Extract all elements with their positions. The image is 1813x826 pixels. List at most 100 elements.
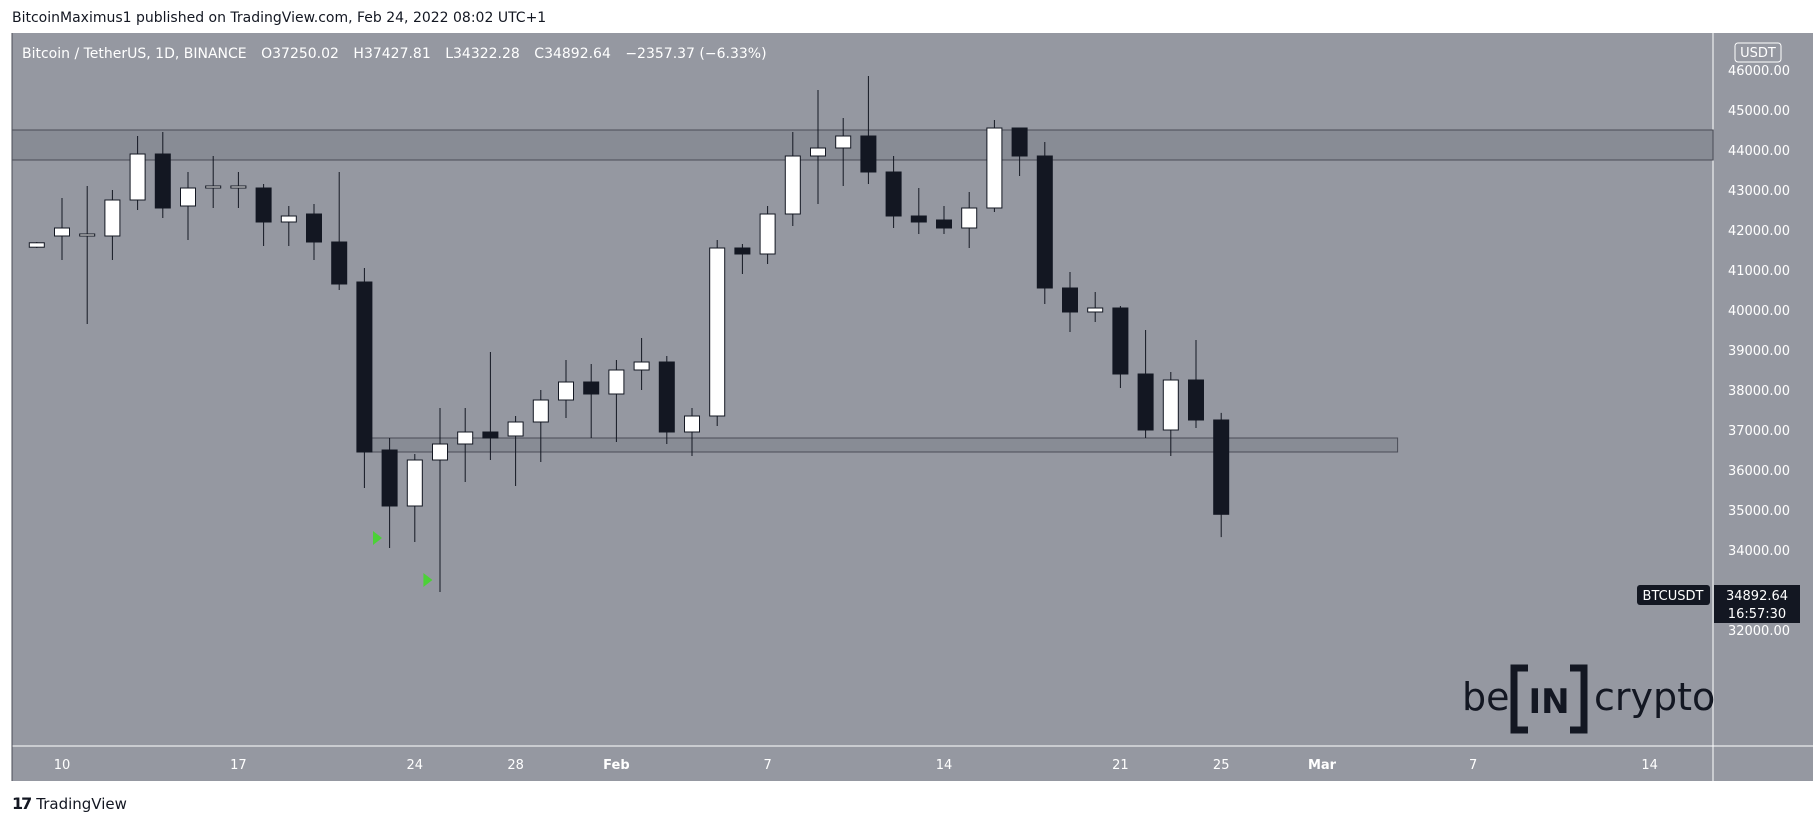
candle-body-bull xyxy=(406,459,423,507)
candle-body-bull xyxy=(1087,307,1104,313)
candle xyxy=(1162,372,1179,456)
watermark-crypto: crypto xyxy=(1594,675,1715,719)
time-tick-label: 21 xyxy=(1112,758,1129,773)
markers-layer xyxy=(373,531,433,587)
price-axis[interactable] xyxy=(1713,33,1813,746)
watermark-be: be xyxy=(1462,675,1510,719)
candle xyxy=(79,186,96,324)
candle-body-bull xyxy=(608,369,625,395)
footer: 17 TradingView xyxy=(12,794,127,813)
candle-body-bull xyxy=(280,215,297,223)
candle-body-bull xyxy=(532,399,549,423)
candle xyxy=(1213,412,1230,538)
candle-body-bear xyxy=(482,431,499,439)
candle-body-bear xyxy=(910,215,927,223)
candle xyxy=(331,172,348,290)
candle xyxy=(255,184,272,246)
price-tick-label: 32000.00 xyxy=(1728,624,1790,639)
legend-high-label: H xyxy=(353,46,364,62)
time-tick-label: 24 xyxy=(407,758,424,773)
price-tick-label: 36000.00 xyxy=(1728,464,1790,479)
time-tick-label: 14 xyxy=(1641,758,1658,773)
candle xyxy=(1188,340,1204,428)
candle-body-bull xyxy=(810,147,826,157)
candle xyxy=(608,360,625,442)
candle-body-bear xyxy=(658,361,675,433)
candle xyxy=(356,268,373,488)
candle xyxy=(1036,142,1053,304)
legend-low-label: L xyxy=(445,46,453,62)
watermark-left-bracket-icon xyxy=(1510,664,1528,734)
legend-close-label: C xyxy=(534,46,544,62)
candle xyxy=(54,198,70,260)
candle-body-bull xyxy=(633,361,650,371)
candle-body-bull xyxy=(54,227,70,237)
candle xyxy=(28,242,45,248)
candle-body-bear xyxy=(1213,419,1230,515)
candle xyxy=(1062,272,1078,332)
candle xyxy=(1087,292,1104,322)
candles-layer xyxy=(28,76,1230,592)
price-tick-label: 45000.00 xyxy=(1728,104,1790,119)
candle xyxy=(709,240,726,426)
candle-body-bear xyxy=(1188,379,1204,421)
symbol-tag-box xyxy=(1637,585,1710,605)
watermark-right-bracket-icon xyxy=(1570,664,1588,734)
price-tick-label: 46000.00 xyxy=(1728,64,1790,79)
candle xyxy=(1137,330,1154,438)
footer-brand[interactable]: TradingView xyxy=(36,794,127,813)
candle xyxy=(961,192,978,248)
candle-body-bull xyxy=(759,213,776,255)
candle xyxy=(860,76,877,184)
candle xyxy=(658,356,675,444)
price-tick-label: 43000.00 xyxy=(1728,184,1790,199)
candle-body-bull xyxy=(432,443,448,461)
candle-body-bull xyxy=(835,135,852,149)
time-tick-label: Mar xyxy=(1308,758,1337,773)
tradingview-logo-icon[interactable]: 17 xyxy=(12,794,32,813)
candle-body-bear xyxy=(381,449,398,507)
candle xyxy=(432,408,448,592)
price-axis-ticks: 32000.0033000.0034000.0035000.0036000.00… xyxy=(1728,64,1790,639)
candle-body-bear xyxy=(1112,307,1129,375)
time-tick-label: 17 xyxy=(230,758,247,773)
price-tick-label: 39000.00 xyxy=(1728,344,1790,359)
price-tick-label: 41000.00 xyxy=(1728,264,1790,279)
candle xyxy=(406,454,423,542)
legend-low-value: 34322.28 xyxy=(453,46,520,62)
legend: Bitcoin / TetherUS, 1D, BINANCE O37250.0… xyxy=(22,46,767,62)
candle xyxy=(457,408,474,482)
time-tick-label: 7 xyxy=(1469,758,1477,773)
candle-body-bull xyxy=(784,155,801,215)
candle-body-bull xyxy=(684,415,700,433)
publish-line: BitcoinMaximus1 published on TradingView… xyxy=(12,10,547,26)
candle-body-bull xyxy=(129,153,146,201)
candle xyxy=(1011,127,1028,176)
current-price-label: 34892.64 xyxy=(1726,589,1788,604)
candle xyxy=(280,206,297,246)
time-tick-label: 10 xyxy=(54,758,71,773)
price-tick-label: 35000.00 xyxy=(1728,504,1790,519)
candle xyxy=(507,416,524,486)
candle xyxy=(205,156,222,208)
candle xyxy=(784,132,801,226)
legend-symbol: Bitcoin / TetherUS, 1D, BINANCE xyxy=(22,46,247,62)
candle-body-bear xyxy=(1137,373,1154,431)
candle xyxy=(306,204,322,260)
time-axis-ticks: 10 17 24 28 Feb 7 14 21 25 Mar 7 14 xyxy=(54,758,1658,773)
legend-high-value: 37427.81 xyxy=(364,46,431,62)
candle xyxy=(936,206,952,234)
candle xyxy=(684,408,700,456)
candle xyxy=(810,90,826,204)
candle xyxy=(759,206,776,264)
legend-open-label: O xyxy=(261,46,272,62)
candle-body-bear xyxy=(306,213,322,243)
candle-body-bull xyxy=(709,247,726,417)
time-axis[interactable] xyxy=(12,746,1813,781)
candle-body-bull xyxy=(507,421,524,437)
candle xyxy=(633,338,650,390)
price-tick-label: 37000.00 xyxy=(1728,424,1790,439)
unit-label-box xyxy=(1734,42,1782,63)
candle xyxy=(835,118,852,186)
